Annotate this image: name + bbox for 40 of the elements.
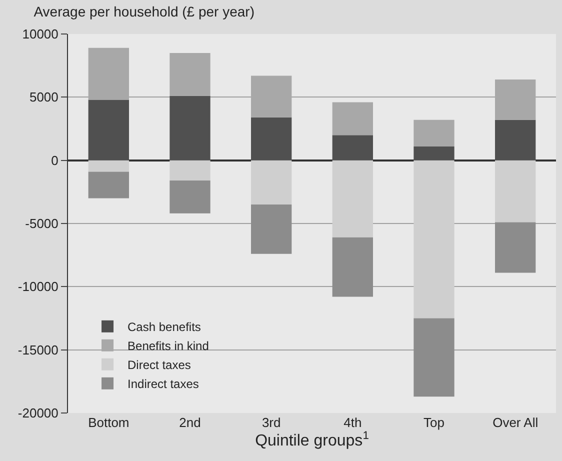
y-tick-label: 5000	[29, 90, 58, 105]
x-tick-label: Bottom	[88, 415, 130, 430]
bar	[251, 117, 292, 160]
bar	[170, 160, 210, 181]
x-tick-label: 2nd	[179, 415, 201, 430]
bar	[170, 52, 210, 96]
bar	[414, 318, 454, 397]
legend-label: Cash benefits	[128, 320, 201, 334]
legend-label: Indirect taxes	[128, 377, 199, 392]
bar	[414, 146, 454, 160]
y-tick-label: -20000	[18, 406, 58, 421]
bar	[170, 180, 210, 214]
bar	[88, 172, 129, 198]
bar	[332, 135, 373, 160]
x-tick-label: Over All	[492, 415, 538, 430]
legend-label: Benefits in kind	[128, 339, 209, 354]
x-tick-label: 3rd	[262, 415, 281, 430]
bar	[332, 160, 373, 238]
bar	[170, 96, 210, 160]
y-tick-label: -10000	[18, 279, 58, 294]
bar	[88, 100, 129, 160]
bar	[88, 160, 129, 172]
y-tick-label: -15000	[18, 342, 58, 358]
bar	[332, 237, 373, 297]
bar	[495, 222, 536, 273]
x-axis-title: Quintile groups$^{1}$	[255, 430, 369, 450]
bar	[332, 102, 373, 136]
y-tick-label: -5000	[25, 216, 58, 232]
x-tick-label: Top	[424, 415, 444, 430]
bar	[251, 204, 292, 254]
bar	[495, 160, 536, 222]
bar	[251, 160, 292, 205]
bar	[495, 120, 536, 160]
legend-label: Direct taxes	[128, 358, 191, 372]
x-tick-label: 4th	[344, 415, 362, 430]
bar	[414, 120, 454, 146]
y-tick-label: 0	[51, 152, 58, 168]
bar	[414, 160, 454, 318]
chart-title: Average per household (£ per year)	[34, 4, 254, 20]
y-tick-label: 10000	[22, 26, 58, 42]
